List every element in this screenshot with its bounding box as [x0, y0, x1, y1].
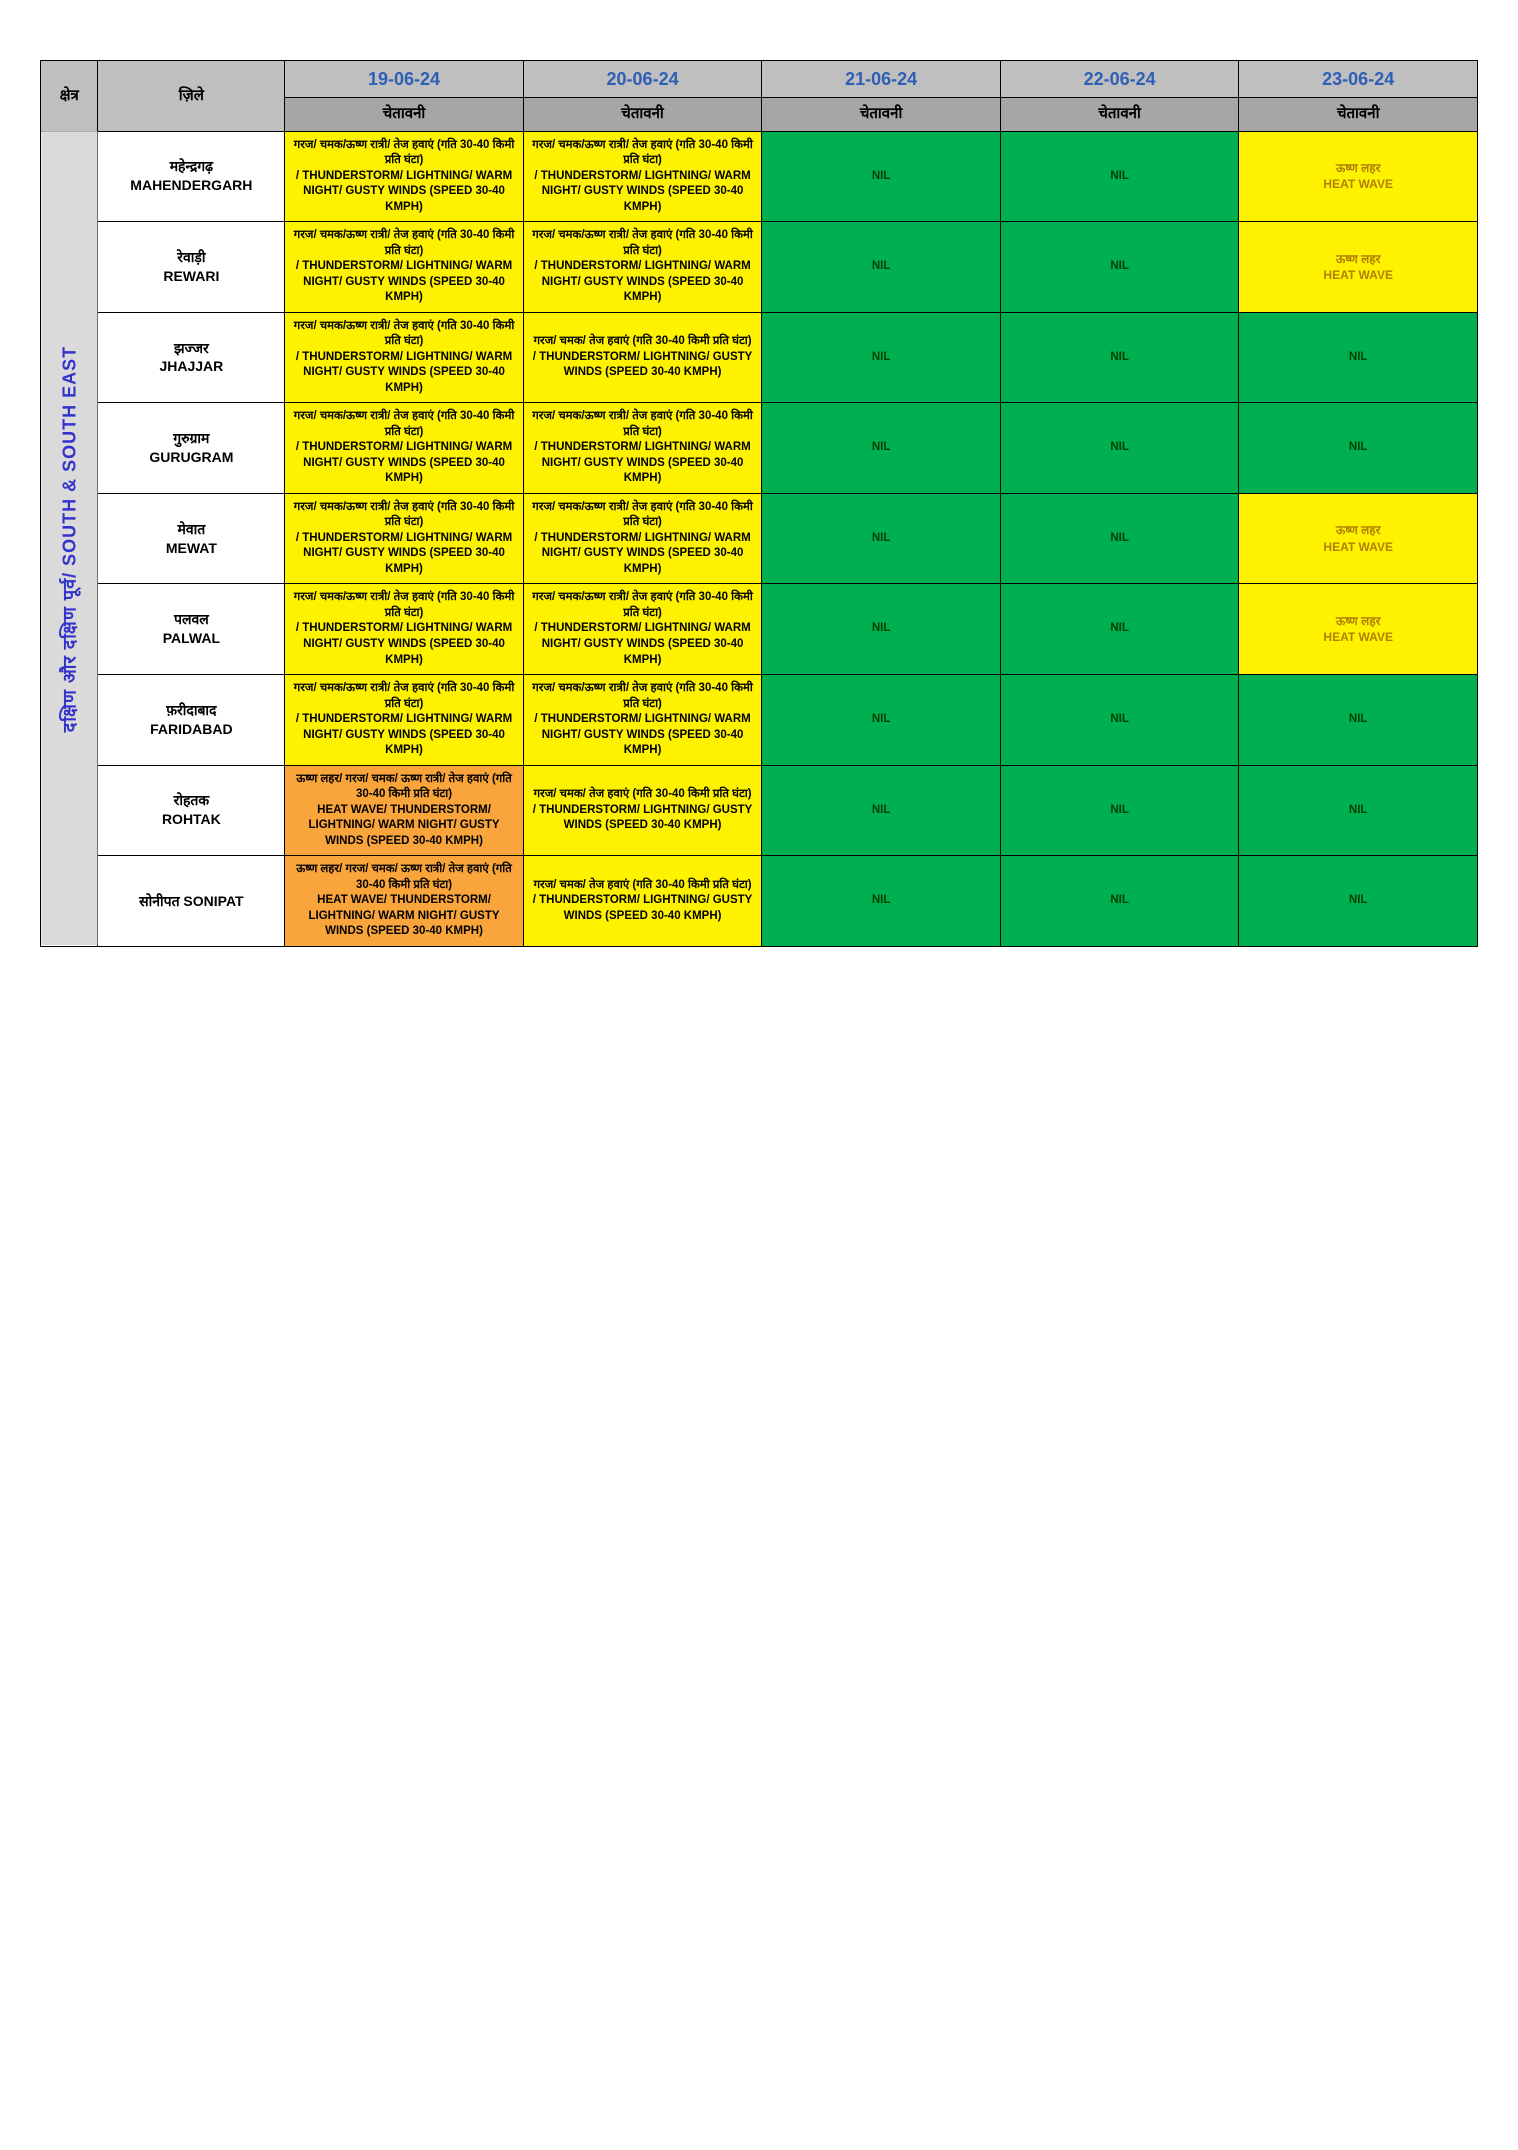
district-cell: पलवलPALWAL — [98, 584, 285, 675]
header-date-1: 20-06-24 — [523, 61, 762, 98]
district-cell: गुरुग्रामGURUGRAM — [98, 403, 285, 494]
header-date-3: 22-06-24 — [1000, 61, 1239, 98]
warning-cell: गरज/ चमक/ऊष्ण रात्री/ तेज हवाएं (गति 30-… — [523, 131, 762, 222]
table-row: दक्षिण और दक्षिण पूर्व/ SOUTH & SOUTH EA… — [41, 131, 1478, 222]
warning-cell: NIL — [762, 493, 1001, 584]
warning-cell: ऊष्ण लहरHEAT WAVE — [1239, 131, 1478, 222]
district-cell: रेवाड़ीREWARI — [98, 222, 285, 313]
header-warning-0: चेतावनी — [285, 98, 524, 131]
header-date-2: 21-06-24 — [762, 61, 1001, 98]
warning-cell: गरज/ चमक/ तेज हवाएं (गति 30-40 किमी प्रत… — [523, 856, 762, 947]
table-row: झज्जरJHAJJARगरज/ चमक/ऊष्ण रात्री/ तेज हव… — [41, 312, 1478, 403]
warning-cell: NIL — [1000, 856, 1239, 947]
warning-cell: गरज/ चमक/ऊष्ण रात्री/ तेज हवाएं (गति 30-… — [285, 222, 524, 313]
district-cell: फ़रीदाबादFARIDABAD — [98, 675, 285, 766]
warning-cell: गरज/ चमक/ऊष्ण रात्री/ तेज हवाएं (गति 30-… — [285, 403, 524, 494]
warning-cell: गरज/ चमक/ऊष्ण रात्री/ तेज हवाएं (गति 30-… — [523, 493, 762, 584]
warning-cell: गरज/ चमक/ऊष्ण रात्री/ तेज हवाएं (गति 30-… — [523, 584, 762, 675]
warning-cell: गरज/ चमक/ऊष्ण रात्री/ तेज हवाएं (गति 30-… — [523, 403, 762, 494]
warning-cell: ऊष्ण लहरHEAT WAVE — [1239, 584, 1478, 675]
warning-cell: गरज/ चमक/ऊष्ण रात्री/ तेज हवाएं (गति 30-… — [285, 584, 524, 675]
header-district: ज़िले — [98, 61, 285, 132]
table-row: सोनीपत SONIPATऊष्ण लहर/ गरज/ चमक/ ऊष्ण र… — [41, 856, 1478, 947]
header-date-0: 19-06-24 — [285, 61, 524, 98]
table-row: गुरुग्रामGURUGRAMगरज/ चमक/ऊष्ण रात्री/ त… — [41, 403, 1478, 494]
warning-cell: NIL — [762, 312, 1001, 403]
header-warning-3: चेतावनी — [1000, 98, 1239, 131]
warning-cell: गरज/ चमक/ऊष्ण रात्री/ तेज हवाएं (गति 30-… — [285, 312, 524, 403]
warning-cell: NIL — [1239, 856, 1478, 947]
warning-cell: गरज/ चमक/ऊष्ण रात्री/ तेज हवाएं (गति 30-… — [285, 493, 524, 584]
warning-cell: गरज/ चमक/ऊष्ण रात्री/ तेज हवाएं (गति 30-… — [285, 131, 524, 222]
warning-cell: NIL — [1239, 312, 1478, 403]
warning-cell: NIL — [1000, 765, 1239, 856]
table-row: फ़रीदाबादFARIDABADगरज/ चमक/ऊष्ण रात्री/ … — [41, 675, 1478, 766]
warning-cell: NIL — [1000, 131, 1239, 222]
region-label: दक्षिण और दक्षिण पूर्व/ SOUTH & SOUTH EA… — [41, 131, 98, 946]
table-row: पलवलPALWALगरज/ चमक/ऊष्ण रात्री/ तेज हवाए… — [41, 584, 1478, 675]
warning-cell: गरज/ चमक/ तेज हवाएं (गति 30-40 किमी प्रत… — [523, 312, 762, 403]
warning-cell: NIL — [762, 765, 1001, 856]
warning-cell: गरज/ चमक/ऊष्ण रात्री/ तेज हवाएं (गति 30-… — [285, 675, 524, 766]
district-cell: सोनीपत SONIPAT — [98, 856, 285, 947]
warning-cell: NIL — [1239, 675, 1478, 766]
warning-cell: NIL — [1239, 403, 1478, 494]
warning-cell: NIL — [1000, 222, 1239, 313]
district-cell: झज्जरJHAJJAR — [98, 312, 285, 403]
district-cell: मेवातMEWAT — [98, 493, 285, 584]
weather-warning-table: क्षेत्र ज़िले 19-06-24 20-06-24 21-06-24… — [40, 60, 1478, 947]
warning-cell: NIL — [762, 403, 1001, 494]
table-row: मेवातMEWATगरज/ चमक/ऊष्ण रात्री/ तेज हवाए… — [41, 493, 1478, 584]
warning-cell: गरज/ चमक/ तेज हवाएं (गति 30-40 किमी प्रत… — [523, 765, 762, 856]
table-row: रेवाड़ीREWARIगरज/ चमक/ऊष्ण रात्री/ तेज ह… — [41, 222, 1478, 313]
warning-cell: ऊष्ण लहर/ गरज/ चमक/ ऊष्ण रात्री/ तेज हवा… — [285, 856, 524, 947]
table-body: दक्षिण और दक्षिण पूर्व/ SOUTH & SOUTH EA… — [41, 131, 1478, 946]
warning-cell: ऊष्ण लहर/ गरज/ चमक/ ऊष्ण रात्री/ तेज हवा… — [285, 765, 524, 856]
header-warning-2: चेतावनी — [762, 98, 1001, 131]
warning-cell: गरज/ चमक/ऊष्ण रात्री/ तेज हवाएं (गति 30-… — [523, 675, 762, 766]
district-cell: रोहतकROHTAK — [98, 765, 285, 856]
district-cell: महेन्द्रगढ़MAHENDERGARH — [98, 131, 285, 222]
warning-cell: NIL — [762, 584, 1001, 675]
warning-cell: ऊष्ण लहरHEAT WAVE — [1239, 493, 1478, 584]
warning-cell: गरज/ चमक/ऊष्ण रात्री/ तेज हवाएं (गति 30-… — [523, 222, 762, 313]
warning-cell: NIL — [1000, 675, 1239, 766]
warning-cell: NIL — [1000, 584, 1239, 675]
warning-cell: ऊष्ण लहरHEAT WAVE — [1239, 222, 1478, 313]
warning-cell: NIL — [762, 856, 1001, 947]
header-date-4: 23-06-24 — [1239, 61, 1478, 98]
warning-cell: NIL — [1000, 403, 1239, 494]
header-warning-1: चेतावनी — [523, 98, 762, 131]
table-row: रोहतकROHTAKऊष्ण लहर/ गरज/ चमक/ ऊष्ण रात्… — [41, 765, 1478, 856]
warning-cell: NIL — [762, 222, 1001, 313]
warning-cell: NIL — [1000, 493, 1239, 584]
warning-cell: NIL — [762, 131, 1001, 222]
header-region: क्षेत्र — [41, 61, 98, 132]
warning-cell: NIL — [762, 675, 1001, 766]
warning-cell: NIL — [1239, 765, 1478, 856]
warning-cell: NIL — [1000, 312, 1239, 403]
header-warning-4: चेतावनी — [1239, 98, 1478, 131]
